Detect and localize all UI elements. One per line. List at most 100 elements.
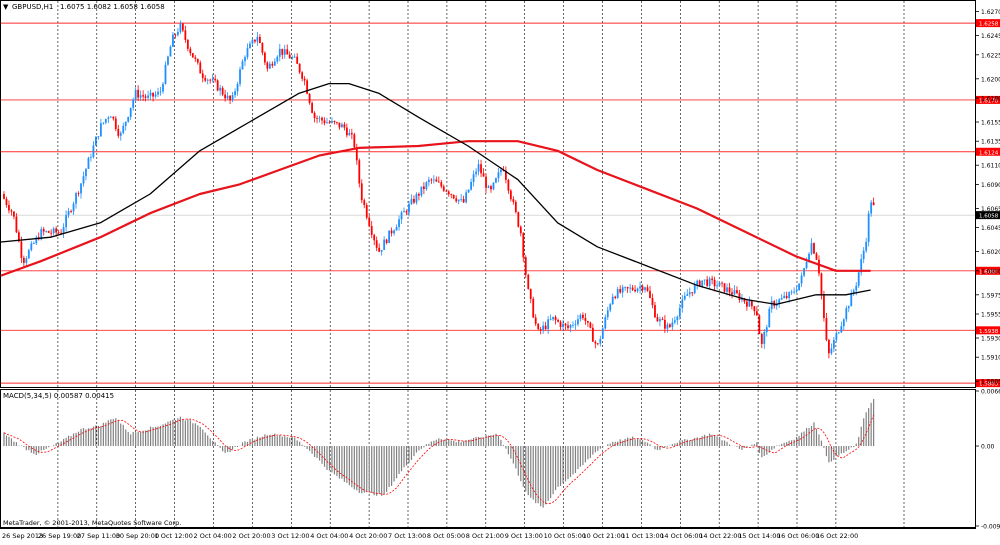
ohlc-text: 1.6075 1.6082 1.6058 1.6058: [60, 3, 165, 11]
candle-body: [216, 80, 219, 91]
candle-body: [825, 318, 828, 340]
candle-body: [400, 212, 403, 220]
time-label: 27 Sep 11:00: [77, 532, 120, 540]
candle-body: [318, 117, 321, 119]
candle-body: [820, 273, 823, 295]
candle-body: [487, 186, 490, 188]
candle-body: [147, 95, 149, 98]
candle-body: [159, 91, 162, 93]
candle-body: [872, 202, 875, 206]
candle-body: [191, 53, 194, 58]
price-label: 1.6020: [981, 249, 1000, 256]
symbol-label: GBPUSD,H1: [12, 3, 53, 11]
candle-body: [174, 34, 177, 36]
candle-body: [666, 324, 669, 329]
candle-body: [112, 116, 115, 119]
candle-body: [475, 171, 477, 175]
candle-body: [467, 189, 470, 193]
level-price-tag: [976, 266, 1000, 275]
candle-body: [117, 128, 120, 136]
candle-body: [311, 102, 313, 113]
candle-body: [788, 292, 791, 298]
candle-body: [256, 36, 259, 42]
candle-body: [462, 198, 465, 203]
candle-body: [554, 316, 557, 321]
candle-body: [199, 62, 202, 74]
level-price-label: 1.6258: [979, 22, 999, 28]
candle-body: [341, 124, 343, 128]
candle-body: [688, 292, 691, 295]
candle-body: [862, 250, 865, 260]
candle-body: [577, 319, 579, 325]
candle-body: [765, 327, 768, 332]
candle-body: [124, 121, 127, 126]
candle-body: [254, 39, 256, 42]
candle-body: [589, 322, 592, 328]
candle-body: [206, 79, 209, 81]
candle-body: [181, 23, 184, 31]
candle-body: [616, 289, 619, 298]
candle-body: [291, 57, 294, 59]
candle-body: [363, 200, 366, 205]
candle-body: [763, 331, 766, 344]
candle-body: [778, 299, 781, 304]
price-label: 1.6270: [981, 9, 1000, 16]
macd-signal-line: [3, 414, 874, 505]
candle-body: [753, 306, 756, 312]
candle-body: [268, 63, 271, 69]
candle-body: [162, 83, 164, 92]
candle-body: [641, 286, 644, 291]
chart-dropdown-icon[interactable]: ▼: [3, 3, 9, 11]
candle-body: [370, 226, 373, 235]
candle-body: [549, 319, 552, 320]
candle-body: [204, 77, 207, 81]
candle-body: [482, 173, 485, 177]
candle-body: [345, 127, 348, 136]
candle-body: [572, 324, 574, 326]
candle-body: [177, 31, 179, 36]
price-label: 1.5930: [981, 336, 1000, 343]
candle-body: [659, 319, 661, 322]
candle-body: [430, 179, 433, 181]
candle-body: [718, 282, 721, 286]
candle-body: [604, 317, 607, 329]
candle-body: [408, 203, 410, 213]
horizontal-levels[interactable]: 1.6258 1.6178 1.6124 1.6000 1.5938 1.5883 1.60…: [1, 19, 1000, 388]
candle-body: [179, 23, 182, 32]
candle-body: [693, 284, 696, 294]
time-label: 2 Oct 20:00: [232, 532, 270, 540]
candle-body: [634, 289, 636, 292]
candle-body: [65, 215, 67, 228]
candle-body: [313, 112, 316, 119]
candle-body: [172, 34, 174, 47]
candle-body: [196, 58, 199, 63]
candle-body: [743, 298, 746, 302]
candle-body: [15, 216, 18, 233]
candle-body: [835, 332, 838, 340]
candle-body: [246, 48, 249, 58]
candle-body: [582, 314, 584, 318]
candle-body: [249, 43, 251, 49]
candle-body: [415, 193, 418, 203]
price-label: 1.6110: [981, 163, 1000, 170]
candle-body: [750, 300, 753, 307]
macd-axis-label: 0.00664: [981, 389, 1000, 396]
candle-body: [661, 319, 664, 320]
candle-body: [631, 287, 634, 290]
candle-body: [671, 322, 674, 327]
candle-body: [544, 325, 547, 329]
candle-body: [72, 203, 75, 212]
candle-body: [85, 168, 87, 177]
candle-body: [626, 287, 629, 289]
candle-body: [17, 232, 20, 242]
candle-body: [527, 274, 530, 289]
candle-body: [75, 193, 77, 204]
candle-body: [122, 125, 125, 133]
candle-body: [795, 290, 798, 292]
candle-body: [321, 117, 323, 121]
candle-body: [236, 83, 239, 92]
candle-body: [562, 323, 564, 328]
candle-body: [708, 278, 711, 286]
